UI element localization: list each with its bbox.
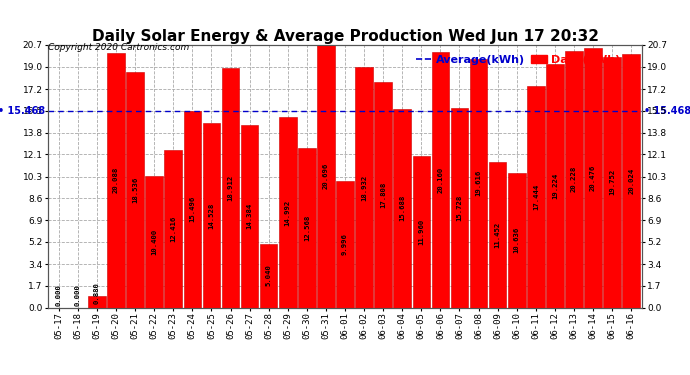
Bar	[565, 51, 583, 308]
Bar	[279, 117, 297, 308]
Text: 14.528: 14.528	[208, 202, 215, 228]
Text: 11.960: 11.960	[418, 219, 424, 245]
Text: 10.400: 10.400	[151, 228, 157, 255]
Legend: Average(kWh), Daily(kWh): Average(kWh), Daily(kWh)	[411, 51, 624, 69]
Text: 5.040: 5.040	[266, 265, 272, 286]
Text: • 15.468: • 15.468	[0, 106, 46, 116]
Bar	[622, 54, 640, 307]
Bar	[107, 53, 125, 307]
Text: 18.932: 18.932	[361, 174, 367, 201]
Text: 20.228: 20.228	[571, 166, 577, 192]
Text: 19.224: 19.224	[552, 172, 558, 199]
Text: 14.384: 14.384	[246, 203, 253, 229]
Text: 12.568: 12.568	[304, 214, 310, 241]
Bar	[241, 125, 258, 308]
Text: 19.752: 19.752	[609, 169, 615, 195]
Text: • 15.468: • 15.468	[644, 106, 690, 116]
Text: 15.728: 15.728	[457, 195, 462, 221]
Bar	[432, 52, 449, 308]
Bar	[470, 59, 487, 308]
Text: 20.696: 20.696	[323, 163, 329, 189]
Bar	[317, 45, 335, 308]
Bar	[126, 72, 144, 308]
Bar	[164, 150, 182, 308]
Bar	[221, 68, 239, 308]
Text: 20.476: 20.476	[590, 165, 596, 191]
Bar	[508, 172, 526, 308]
Text: 10.636: 10.636	[514, 227, 520, 253]
Text: 11.452: 11.452	[495, 222, 501, 248]
Text: 0.880: 0.880	[94, 282, 100, 304]
Bar	[546, 64, 564, 308]
Text: 17.444: 17.444	[533, 184, 539, 210]
Bar	[298, 148, 315, 308]
Bar	[184, 111, 201, 308]
Bar	[393, 108, 411, 307]
Text: 20.088: 20.088	[113, 167, 119, 193]
Text: 15.496: 15.496	[189, 196, 195, 222]
Text: 14.992: 14.992	[285, 200, 290, 226]
Text: 17.808: 17.808	[380, 182, 386, 208]
Title: Daily Solar Energy & Average Production Wed Jun 17 20:32: Daily Solar Energy & Average Production …	[92, 29, 598, 44]
Bar	[355, 68, 373, 308]
Bar	[88, 296, 106, 307]
Text: 20.024: 20.024	[628, 167, 634, 194]
Bar	[146, 176, 163, 308]
Text: Copyright 2020 Cartronics.com: Copyright 2020 Cartronics.com	[48, 43, 190, 52]
Bar	[603, 57, 621, 308]
Text: 19.616: 19.616	[475, 170, 482, 196]
Bar	[260, 244, 277, 308]
Text: 18.912: 18.912	[228, 174, 233, 201]
Bar	[375, 82, 392, 308]
Text: 0.000: 0.000	[75, 285, 81, 306]
Text: 12.416: 12.416	[170, 216, 176, 242]
Bar	[527, 86, 544, 308]
Text: 9.996: 9.996	[342, 233, 348, 255]
Bar	[451, 108, 469, 308]
Bar	[336, 181, 354, 308]
Bar	[203, 123, 220, 308]
Text: 18.536: 18.536	[132, 177, 138, 203]
Bar	[413, 156, 430, 308]
Text: 20.160: 20.160	[437, 166, 444, 193]
Text: 15.688: 15.688	[400, 195, 405, 221]
Bar	[489, 162, 506, 308]
Text: 0.000: 0.000	[56, 285, 62, 306]
Bar	[584, 48, 602, 308]
